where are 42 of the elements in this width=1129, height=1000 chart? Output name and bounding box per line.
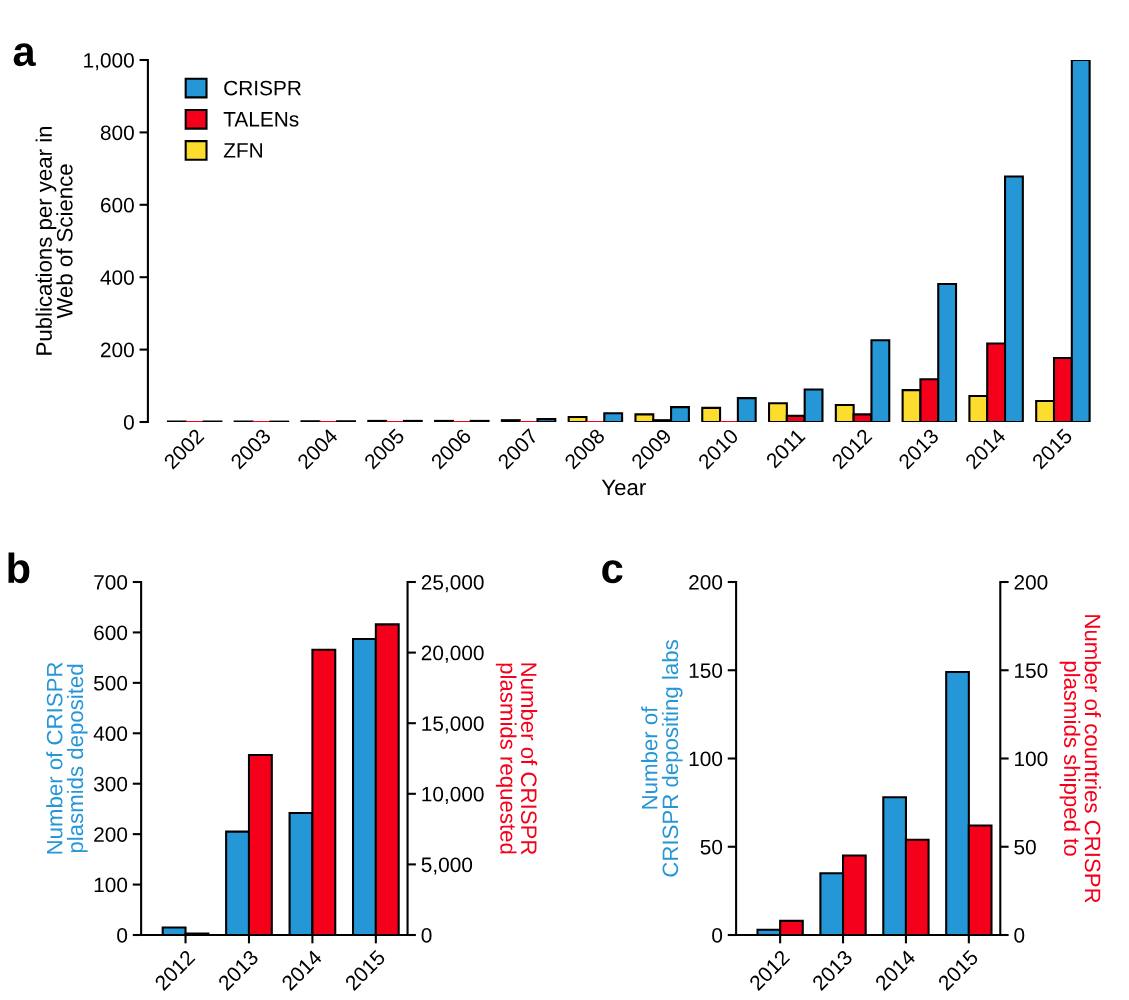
y-tick-label: 200 [689, 575, 723, 590]
y2-tick-label: 50 [1014, 839, 1036, 855]
y-tick-label: 200 [101, 342, 134, 358]
y2-tick-label: 100 [1015, 751, 1048, 767]
y2-tick-label: 20,000 [421, 645, 484, 663]
y2-tick-label: 200 [1014, 575, 1048, 590]
y2-tick-label: 5,000 [421, 857, 473, 875]
legend-label: TALENs [223, 112, 299, 127]
y-tick-label: 400 [100, 270, 134, 285]
y-tick-label: 1,000 [84, 53, 134, 71]
y2-tick-label: 0 [421, 928, 432, 943]
y-tick-label: 500 [94, 675, 128, 691]
y-tick-label: 600 [94, 625, 128, 641]
x-axis-title: Year [601, 479, 646, 496]
y2-axis-title: Number of countries CRISPR plasmids shipped to [1059, 615, 1102, 903]
y-tick-label: 600 [101, 197, 134, 213]
y2-tick-label: 0 [1014, 928, 1025, 943]
text: a [13, 43, 36, 67]
y2-axis-title: Number of CRISPR plasmids requested [495, 663, 538, 855]
y2-tick-label: 10,000 [422, 786, 484, 805]
y-tick-label: 100 [689, 751, 723, 767]
y-tick-label: 300 [93, 776, 128, 792]
y-tick-label: 0 [123, 415, 134, 430]
y-tick-label: 0 [117, 928, 128, 943]
y2-tick-label: 150 [1015, 663, 1048, 678]
text: b [8, 552, 30, 584]
y-axis-title: Number of CRISPR plasmids deposited [46, 662, 88, 854]
text: c [602, 560, 623, 584]
y2-tick-label: 15,000 [422, 716, 484, 734]
y-tick-label: 200 [94, 827, 128, 842]
legend-label: CRISPR [224, 80, 301, 96]
y-axis-title: Publications per year in Web of Science [35, 126, 73, 355]
y2-tick-label: 25,000 [421, 575, 484, 593]
y-tick-label: 0 [712, 928, 723, 943]
y-tick-label: 150 [689, 663, 723, 678]
y-tick-label: 100 [94, 877, 128, 893]
legend-label: ZFN [223, 143, 262, 158]
y-tick-label: 50 [700, 839, 723, 855]
y-tick-label: 400 [93, 726, 128, 742]
y-tick-label: 800 [100, 125, 134, 141]
y-axis-title: Number of CRISPR depositing labs [641, 640, 683, 877]
y-tick-label: 700 [94, 575, 128, 590]
